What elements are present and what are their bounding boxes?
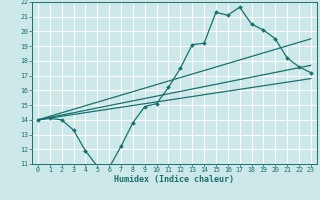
X-axis label: Humidex (Indice chaleur): Humidex (Indice chaleur) bbox=[115, 175, 234, 184]
